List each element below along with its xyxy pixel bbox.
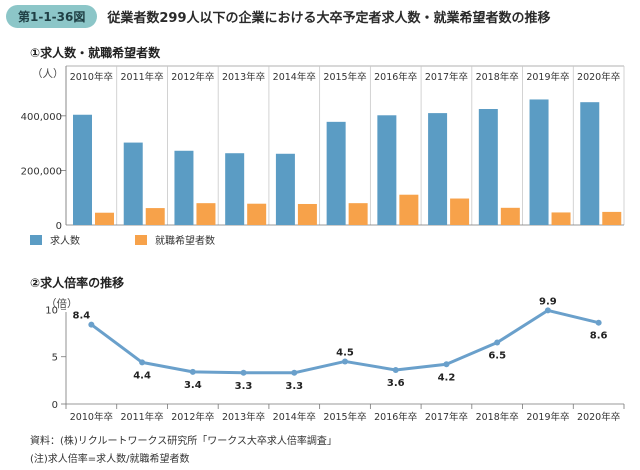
line-category-label: 2019年卒 xyxy=(526,411,569,423)
line-data-label: 8.4 xyxy=(73,311,91,322)
line-category-label: 2018年卒 xyxy=(476,411,519,423)
bar-category-label: 2014年卒 xyxy=(273,71,316,83)
line-point xyxy=(392,366,399,373)
bar-offers xyxy=(428,113,448,225)
line-data-label: 4.4 xyxy=(133,370,151,381)
bar-y-tick-label: 200,000 xyxy=(21,166,62,177)
line-point xyxy=(443,361,450,368)
bar-seekers xyxy=(348,203,368,225)
legend-label-offers: 求人数 xyxy=(50,234,80,247)
figure-title: 従業者数299人以下の企業における大卒予定者求人数・就業希望者数の推移 xyxy=(107,10,551,26)
source-note: 資料：(株)リクルートワークス研究所「ワークス大卒求人倍率調査」 xyxy=(30,436,337,447)
line-data-label: 4.5 xyxy=(336,347,354,358)
bar-category-label: 2018年卒 xyxy=(476,71,519,83)
bar-offers xyxy=(225,153,245,225)
bar-seekers xyxy=(399,194,419,225)
footnote: (注)求人倍率=求人数/就職希望者数 xyxy=(30,454,190,465)
bar-category-label: 2013年卒 xyxy=(222,71,265,83)
bar-category-label: 2010年卒 xyxy=(70,71,113,83)
bar-offers xyxy=(275,153,295,225)
line-point xyxy=(189,368,196,375)
line-category-label: 2017年卒 xyxy=(425,411,468,423)
legend-swatch-offers xyxy=(30,235,42,245)
bar-offers xyxy=(174,150,194,225)
bar-chart-unit: （人） xyxy=(32,68,64,80)
bar-seekers xyxy=(145,208,165,225)
bar-chart-title: ①求人数・就職希望者数 xyxy=(30,46,161,60)
bar-offers xyxy=(377,115,397,225)
line-point xyxy=(494,339,501,346)
bar-y-tick-label: 0 xyxy=(56,221,62,232)
figure-header: 第1-1-36図 従業者数299人以下の企業における大卒予定者求人数・就業希望者… xyxy=(6,4,551,28)
line-data-label: 3.6 xyxy=(387,378,405,389)
bar-offers xyxy=(529,99,549,225)
line-category-label: 2012年卒 xyxy=(171,411,214,423)
bar-seekers xyxy=(247,203,267,225)
bar-offers xyxy=(478,109,498,225)
line-point xyxy=(88,321,95,328)
figure-number-badge: 第1-1-36図 xyxy=(6,4,98,28)
bar-offers xyxy=(580,102,600,225)
line-point xyxy=(240,369,247,376)
line-category-label: 2020年卒 xyxy=(577,411,620,423)
bar-category-label: 2020年卒 xyxy=(577,71,620,83)
bar-offers xyxy=(73,114,92,225)
bar-seekers xyxy=(196,203,216,225)
line-data-label: 9.9 xyxy=(539,296,557,307)
line-category-label: 2011年卒 xyxy=(120,411,163,423)
bar-category-label: 2015年卒 xyxy=(323,71,366,83)
line-point xyxy=(595,319,602,326)
line-point xyxy=(342,358,348,365)
bar-seekers xyxy=(500,207,520,225)
bar-seekers xyxy=(551,212,571,225)
bar-seekers xyxy=(602,211,622,225)
bar-category-label: 2017年卒 xyxy=(425,71,468,83)
line-y-tick-label: 5 xyxy=(52,353,58,364)
bar-category-label: 2011年卒 xyxy=(120,71,163,83)
line-category-label: 2015年卒 xyxy=(323,411,366,423)
line-category-label: 2014年卒 xyxy=(273,411,316,423)
bar-seekers xyxy=(297,203,317,225)
line-data-label: 3.3 xyxy=(235,381,253,392)
bar-y-tick-label: 400,000 xyxy=(21,112,62,123)
bar-category-label: 2012年卒 xyxy=(171,71,214,83)
legend-swatch-seekers xyxy=(135,235,147,245)
line-data-label: 8.6 xyxy=(590,331,608,342)
bar-offers xyxy=(123,142,143,225)
line-data-label: 3.3 xyxy=(285,381,303,392)
line-chart-title: ②求人倍率の推移 xyxy=(30,276,125,290)
line-point xyxy=(544,307,551,314)
bar-offers xyxy=(326,121,346,225)
bar-seekers xyxy=(450,198,470,225)
line-data-label: 6.5 xyxy=(488,351,506,362)
line-category-label: 2016年卒 xyxy=(374,411,417,423)
line-data-label: 3.4 xyxy=(184,380,202,391)
line-point xyxy=(139,359,146,366)
line-y-tick-label: 0 xyxy=(52,400,58,411)
line-category-label: 2013年卒 xyxy=(222,411,265,423)
line-y-tick-label: 10 xyxy=(45,305,58,316)
legend-label-seekers: 就職希望者数 xyxy=(155,234,215,247)
line-point xyxy=(291,369,298,376)
line-category-label: 2010年卒 xyxy=(70,411,113,423)
bar-category-label: 2016年卒 xyxy=(374,71,417,83)
bar-seekers xyxy=(95,212,114,225)
bar-category-label: 2019年卒 xyxy=(526,71,569,83)
line-chart-unit: （倍） xyxy=(46,298,78,310)
line-data-label: 4.2 xyxy=(438,372,456,383)
